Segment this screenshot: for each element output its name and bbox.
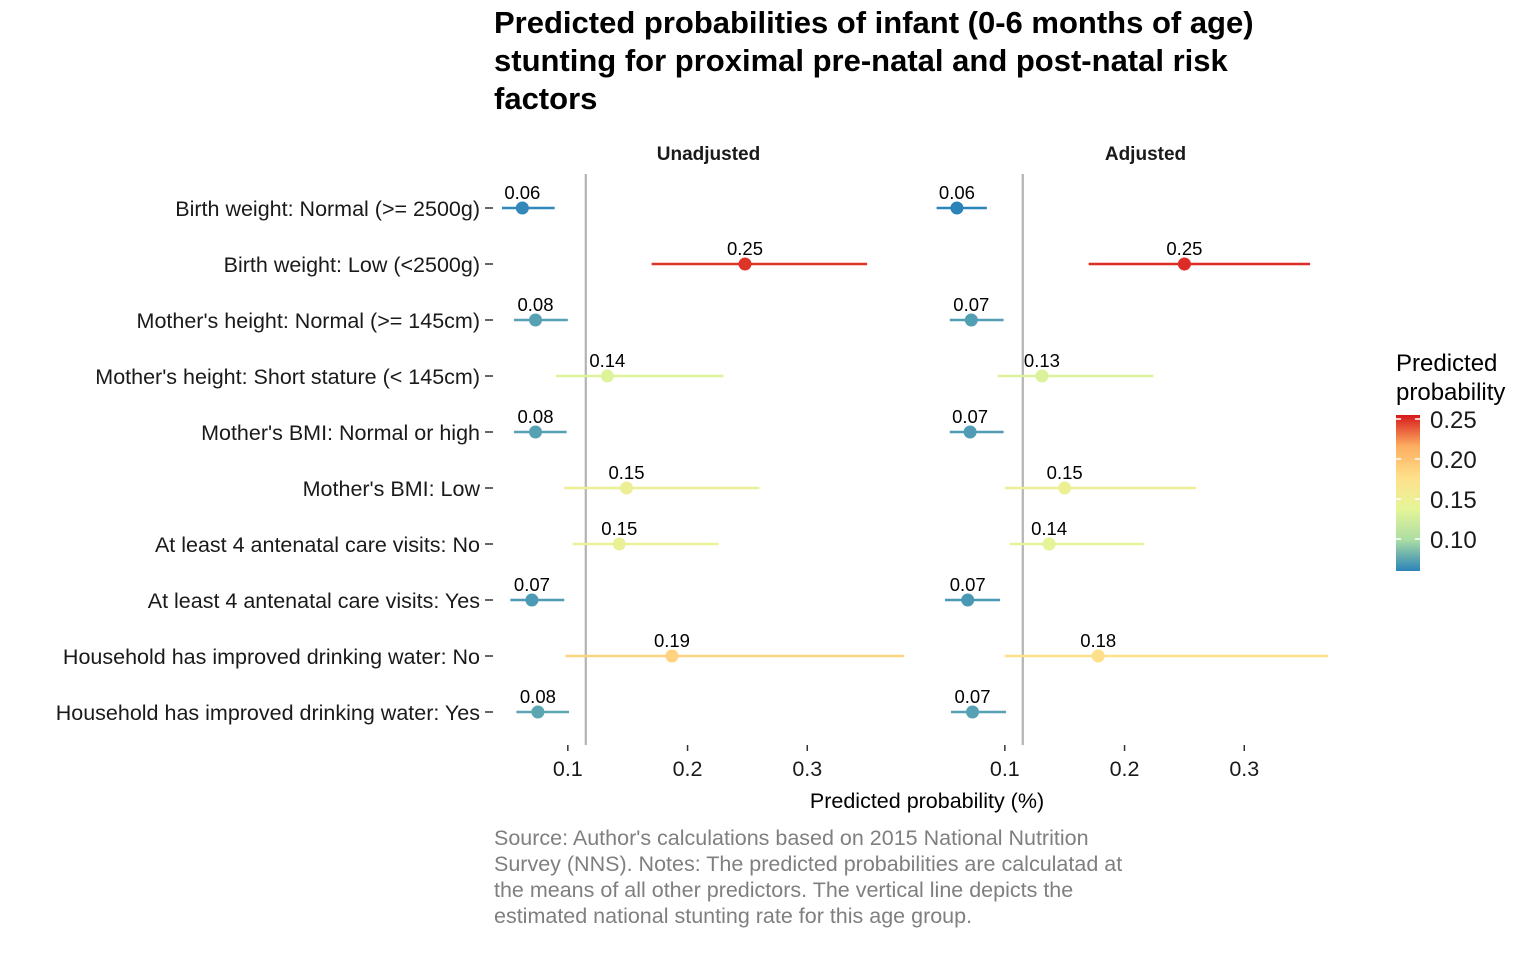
data-point [600,369,614,383]
data-point [531,705,545,719]
x-tick-label: 0.1 [553,757,583,781]
data-label: 0.25 [1166,238,1202,259]
panel-strip-label: Unadjusted [657,144,760,165]
data-point [1058,481,1072,495]
legend-tick-label: 0.25 [1430,407,1477,434]
data-label: 0.15 [601,518,637,539]
data-point [964,313,978,327]
x-tick-label: 0.3 [792,757,822,781]
data-label: 0.07 [514,574,550,595]
category-label: Birth weight: Normal (>= 2500g) [175,197,480,221]
data-label: 0.19 [654,630,690,651]
legend-tick-label: 0.10 [1430,527,1477,554]
data-label: 0.06 [939,182,975,203]
data-point [738,257,752,271]
category-label: Household has improved drinking water: Y… [56,701,480,725]
legend-title-line: Predicted [1396,350,1497,377]
category-label: At least 4 antenatal care visits: Yes [148,589,480,613]
x-tick-label: 0.3 [1229,757,1259,781]
data-label: 0.25 [727,238,763,259]
data-point [529,425,543,439]
legend-tick-label: 0.15 [1430,487,1477,514]
category-label: Mother's BMI: Low [303,477,481,501]
data-label: 0.08 [517,406,553,427]
data-point [665,649,679,663]
data-label: 0.07 [954,686,990,707]
category-label: Mother's BMI: Normal or high [201,421,480,445]
data-label: 0.14 [589,350,625,371]
data-label: 0.15 [1047,462,1083,483]
data-point [1091,649,1105,663]
data-label: 0.06 [504,182,540,203]
data-label: 0.08 [517,294,553,315]
chart-title: Predicted probabilities of infant (0-6 m… [494,5,1254,116]
category-label: Household has improved drinking water: N… [63,645,480,669]
data-point [529,313,543,327]
data-point [963,425,977,439]
data-point [950,201,964,215]
data-label: 0.07 [952,406,988,427]
data-point [525,593,539,607]
data-label: 0.18 [1080,630,1116,651]
data-point [515,201,529,215]
legend-title-line: probability [1396,379,1505,406]
data-label: 0.13 [1024,350,1060,371]
x-tick-label: 0.1 [990,757,1020,781]
data-label: 0.07 [950,574,986,595]
x-tick-label: 0.2 [673,757,703,781]
data-point [1042,537,1056,551]
data-label: 0.07 [953,294,989,315]
data-label: 0.14 [1031,518,1067,539]
data-point [966,705,980,719]
data-point [612,537,626,551]
category-label: At least 4 antenatal care visits: No [155,533,480,557]
category-label: Birth weight: Low (<2500g) [224,253,480,277]
legend-tick-label: 0.20 [1430,447,1477,474]
x-axis-title: Predicted probability (%) [810,789,1044,813]
data-label: 0.08 [520,686,556,707]
legend-colorbar [1396,415,1420,571]
data-point [619,481,633,495]
x-tick-label: 0.2 [1110,757,1140,781]
data-point [1177,257,1191,271]
data-point [1035,369,1049,383]
category-label: Mother's height: Short stature (< 145cm) [95,365,480,389]
category-label: Mother's height: Normal (>= 145cm) [137,309,480,333]
panel-strip-label: Adjusted [1105,144,1186,165]
data-label: 0.15 [608,462,644,483]
data-point [961,593,975,607]
chart-caption: Source: Author's calculations based on 2… [494,826,1123,928]
